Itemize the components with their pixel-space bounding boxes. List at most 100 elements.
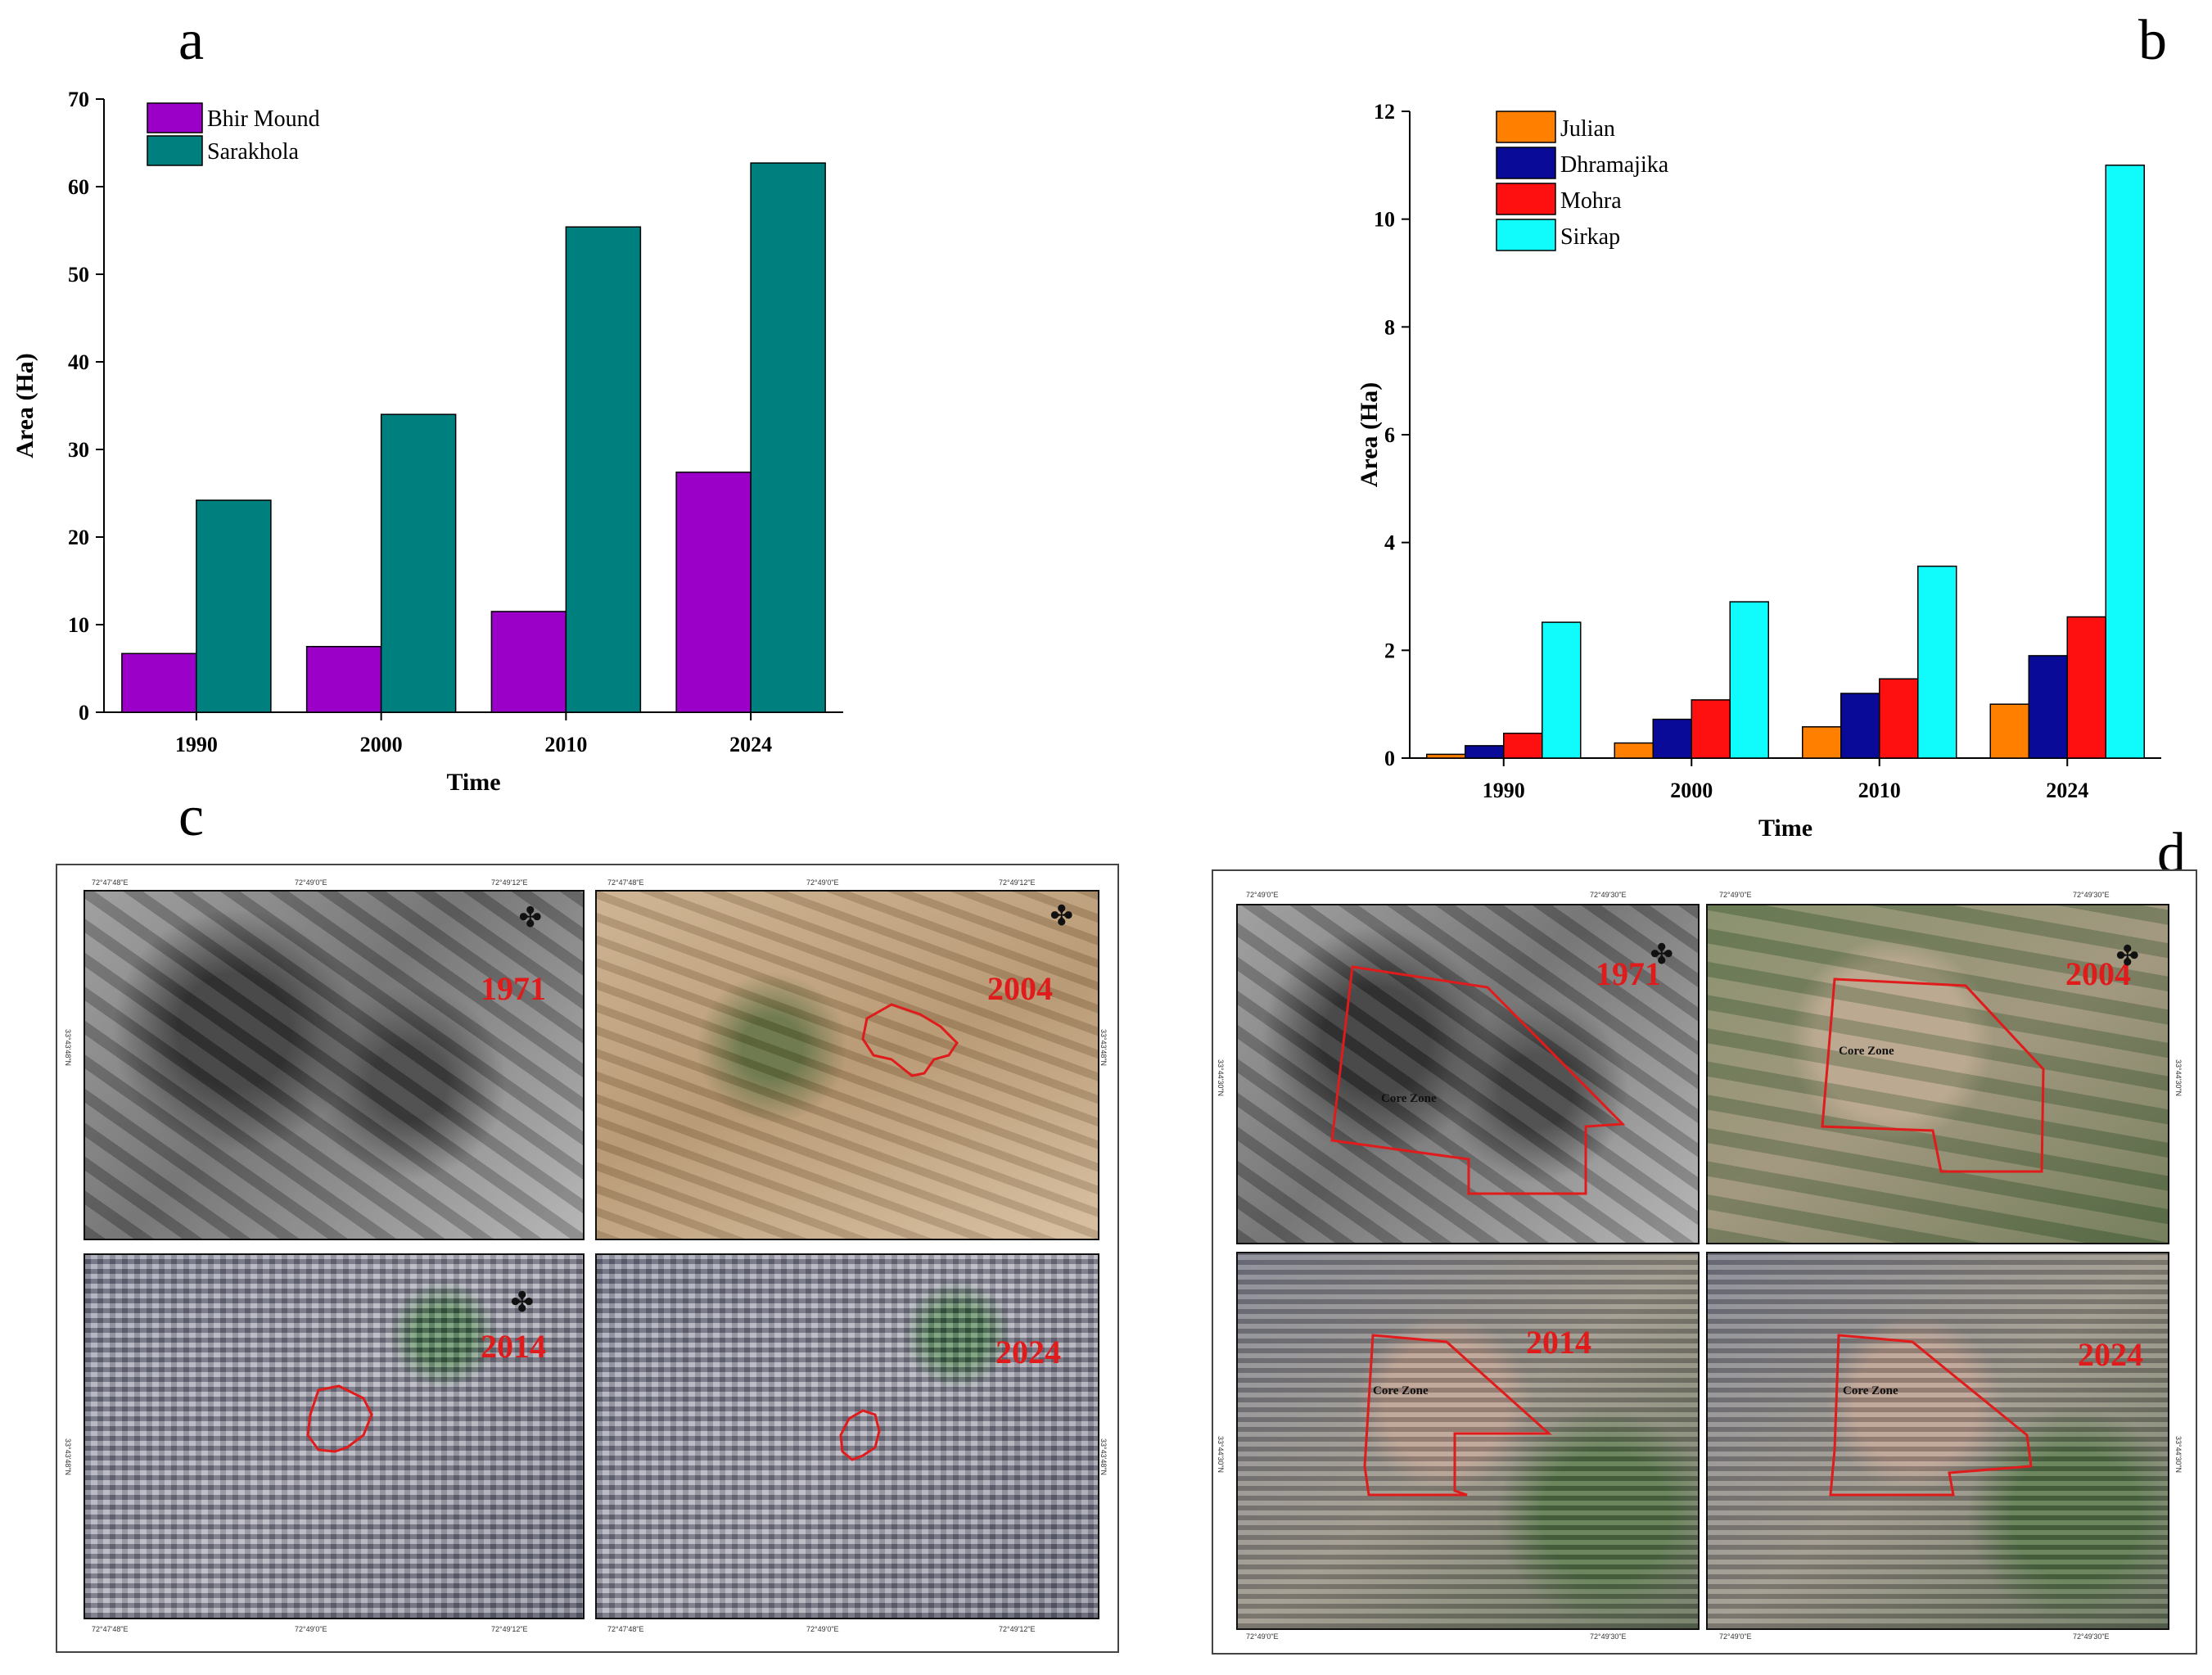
coordinate-label: 33°44'30"N (1217, 1436, 1225, 1474)
panel-letter-a: a (178, 9, 205, 72)
coordinate-label: 72°49'12"E (999, 1625, 1036, 1633)
coordinate-label: 33°44'30"N (1217, 1059, 1225, 1097)
bar-sirkap (1542, 621, 1582, 759)
coordinate-label: 72°49'0"E (1246, 1632, 1279, 1641)
x-tick-label: 2000 (360, 733, 403, 756)
y-tick-label: 50 (68, 263, 89, 287)
coordinate-label: 72°49'12"E (999, 878, 1036, 887)
legend-label: Sarakhola (207, 139, 300, 165)
boundary-outline (1363, 1334, 1552, 1497)
y-tick-label: 60 (68, 175, 89, 199)
core-zone-label: Core Zone (1373, 1384, 1429, 1397)
core-zone-label: Core Zone (1843, 1384, 1898, 1397)
bar-sirkap (1917, 565, 1957, 759)
map-year-label: 1971 (481, 970, 546, 1007)
coordinate-label: 72°49'30"E (1590, 891, 1627, 899)
north-arrow-icon: ✤ (510, 1288, 535, 1318)
coordinate-label: 33°43'48"N (1099, 1438, 1108, 1476)
boundary-outline (839, 1409, 881, 1461)
coordinate-label: 72°49'0"E (806, 878, 839, 887)
chart-b: 0 2 4 6 8 10 12 1990 2000 2010 2024 Time Area (Ha) Ju… (1359, 100, 2161, 842)
map-panel-d: 1971 ✤ Core Zone 2004 ✤ Core Zone 2014 Core Zon… (1212, 869, 2197, 1655)
legend-swatch (1496, 111, 1556, 143)
map-year-label: 2004 (2065, 955, 2131, 992)
x-tick-label: 2010 (544, 733, 587, 756)
legend-label: Julian (1560, 116, 1615, 142)
coordinate-label: 72°49'0"E (1246, 891, 1279, 899)
coordinate-label: 72°49'0"E (806, 1625, 839, 1633)
map-tile-2014: 2014 Core Zone (1236, 1252, 1700, 1630)
y-tick-label: 8 (1384, 315, 1395, 339)
coordinate-label: 72°47'48"E (92, 878, 129, 887)
map-tile-2024: 2024 (595, 1253, 1099, 1619)
core-zone-label: Core Zone (1839, 1045, 1894, 1058)
bar-mohra (1503, 732, 1543, 759)
map-year-label: 2024 (995, 1334, 1061, 1370)
bar-mohra (1879, 678, 1919, 759)
y-tick-label: 0 (79, 701, 89, 725)
bar-mohra (1691, 699, 1731, 759)
north-arrow-icon: ✤ (1050, 901, 1074, 932)
legend-label: Dhramajika (1560, 152, 1669, 178)
site-boundary (861, 1003, 959, 1077)
y-axis-title: Area (Ha) (11, 353, 38, 458)
legend-label: Bhir Mound (207, 106, 320, 132)
bar-dhramajika (1465, 745, 1505, 759)
map-year-label: 1971 (1596, 955, 1661, 992)
coordinate-label: 72°49'0"E (1719, 1632, 1752, 1641)
north-arrow-icon: ✤ (518, 903, 543, 933)
x-tick-label: 2024 (729, 733, 772, 756)
coordinate-label: 33°43'48"N (64, 1029, 72, 1067)
bar-julian (1426, 753, 1466, 759)
y-axis-title: Area (Ha) (1359, 382, 1383, 488)
coordinate-label: 72°47'48"E (607, 1625, 644, 1633)
bar-sarakhola (380, 413, 457, 713)
boundary-outline (1829, 1334, 2033, 1497)
x-tick-label: 1990 (1483, 779, 1525, 802)
map-panel-c: 1971 ✤ 2004 ✤ 2014 ✤ 2024 72°47'48"E 72°49'0"E 7… (56, 864, 1119, 1653)
coordinate-label: 72°49'0"E (295, 1625, 327, 1633)
bar-dhramajika (2028, 655, 2068, 759)
map-year-label: 2024 (2078, 1336, 2143, 1373)
bar-bhir-mound (675, 472, 752, 713)
bar-bhir-mound (121, 652, 197, 713)
map-tile-2004: 2004 ✤ Core Zone (1706, 904, 2169, 1244)
panel-letter-b: b (2138, 9, 2167, 72)
coordinate-label: 33°44'30"N (2174, 1436, 2183, 1474)
y-tick-label: 10 (1374, 208, 1395, 232)
bar-bhir-mound (305, 646, 382, 713)
coordinate-label: 33°43'48"N (1099, 1029, 1108, 1067)
legend-swatch (1496, 219, 1556, 251)
coordinate-label: 72°49'12"E (491, 878, 528, 887)
map-year-label: 2014 (481, 1328, 546, 1365)
coordinate-label: 72°49'12"E (491, 1625, 528, 1633)
x-tick-label: 2024 (2046, 779, 2088, 802)
bar-sirkap (2105, 165, 2145, 759)
y-tick-label: 12 (1374, 100, 1395, 124)
x-tick-label: 2000 (1670, 779, 1713, 802)
bar-sirkap (1729, 601, 1769, 759)
chart-a: 0 10 20 30 40 50 60 70 1990 2000 2010 2024 Time Area … (11, 88, 843, 796)
coordinate-label: 33°44'30"N (2174, 1059, 2183, 1097)
map-year-label: 2004 (987, 970, 1053, 1007)
legend-label: Sirkap (1560, 224, 1620, 250)
y-tick-label: 30 (68, 438, 89, 462)
legend-swatch (1496, 147, 1556, 179)
x-axis-title: Time (1758, 815, 1812, 842)
north-arrow-icon: ✤ (1650, 940, 1674, 970)
site-boundary (839, 1409, 881, 1461)
legend-swatch (147, 102, 203, 133)
bar-julian (1802, 726, 1842, 759)
bar-dhramajika (1840, 693, 1880, 759)
legend-swatch (147, 135, 203, 166)
x-tick-label: 2010 (1858, 779, 1901, 802)
legend-label: Mohra (1560, 188, 1622, 214)
bar-sarakhola (196, 499, 272, 713)
site-boundary (306, 1384, 373, 1453)
bar-sarakhola (750, 162, 826, 713)
y-tick-label: 10 (68, 613, 89, 637)
map-tile-1971: 1971 ✤ (84, 890, 585, 1240)
y-tick-label: 6 (1384, 423, 1395, 447)
boundary-outline (1330, 965, 1626, 1195)
map-year-label: 2014 (1526, 1324, 1591, 1361)
